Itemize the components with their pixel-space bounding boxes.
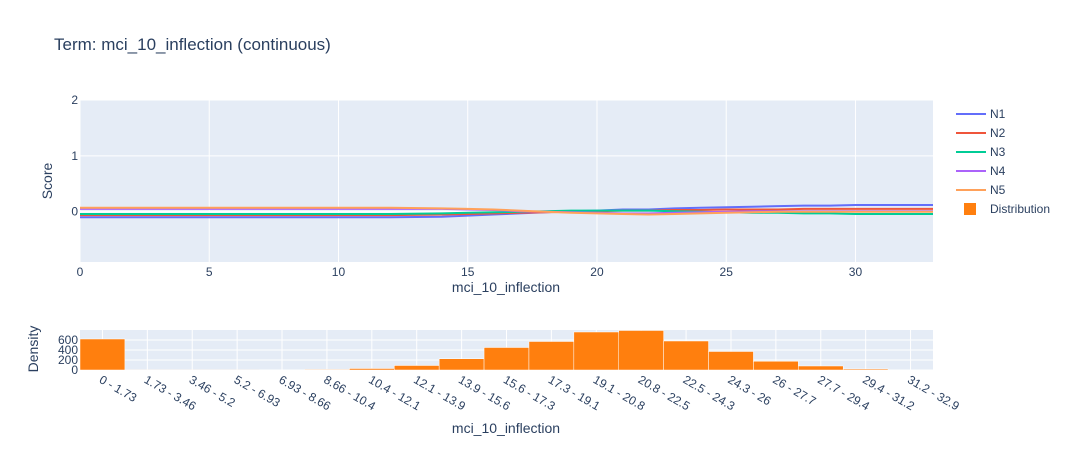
distribution-bar xyxy=(438,358,485,371)
legend-item-n5[interactable]: N5 xyxy=(956,183,1006,197)
distribution-bar xyxy=(304,369,350,371)
distribution-bar xyxy=(573,331,619,371)
distribution-bar xyxy=(528,341,575,371)
distribution-y-tick-label: 400 xyxy=(58,343,78,357)
distribution-y-tick-label: 600 xyxy=(58,333,78,347)
score-plot-x-axis-title: mci_10_inflection xyxy=(452,279,560,295)
distribution-x-tick-label: 26 - 27.7 xyxy=(770,372,818,408)
distribution-bar xyxy=(483,347,530,371)
score-y-ticks: 0 1 2 xyxy=(71,93,78,219)
distribution-bar xyxy=(79,338,126,371)
score-x-tick-label: 15 xyxy=(461,265,475,279)
distribution-x-tick-label: 0 - 1.73 xyxy=(97,372,140,405)
score-x-tick-label: 5 xyxy=(206,265,213,279)
distribution-x-tick-label: 5.2 - 6.93 xyxy=(232,372,283,410)
score-plot-background xyxy=(80,100,933,262)
score-plot: 0 1 2 0 5 10 15 20 25 30 xyxy=(71,93,933,279)
legend-bar-swatch xyxy=(964,203,976,215)
score-plot-y-axis-title: Score xyxy=(39,163,55,200)
score-x-tick-label: 10 xyxy=(332,265,346,279)
legend-label: N3 xyxy=(990,145,1006,159)
chart-title: Term: mci_10_inflection (continuous) xyxy=(54,35,331,54)
score-y-tick-label: 2 xyxy=(71,93,78,107)
score-y-tick-label: 1 xyxy=(71,149,78,163)
distribution-y-tick-label: 0 xyxy=(71,363,78,377)
distribution-bar xyxy=(663,340,709,371)
legend-label: N4 xyxy=(990,164,1006,178)
distribution-bar xyxy=(842,368,889,371)
series-line-n3 xyxy=(80,209,933,215)
distribution-y-tick-label: 200 xyxy=(58,353,78,367)
legend-item-distribution[interactable]: Distribution xyxy=(964,202,1050,216)
series-line-n5 xyxy=(80,206,933,216)
distribution-bar xyxy=(349,368,395,371)
score-y-tick-label: 0 xyxy=(71,205,78,219)
distribution-bar xyxy=(753,361,799,371)
distribution-x-ticks: 0 - 1.73 1.73 - 3.463.46 - 5.25.2 - 6.936… xyxy=(97,372,962,413)
distribution-bar xyxy=(394,365,440,371)
distribution-bar xyxy=(798,365,844,371)
distribution-bar xyxy=(708,351,754,371)
legend-label: Distribution xyxy=(990,202,1050,216)
legend-item-n2[interactable]: N2 xyxy=(956,126,1006,140)
score-x-tick-label: 20 xyxy=(590,265,604,279)
score-x-tick-label: 30 xyxy=(849,265,863,279)
score-x-ticks: 0 5 10 15 20 25 30 xyxy=(77,265,863,279)
legend-label: N5 xyxy=(990,183,1006,197)
distribution-plot-y-axis-title: Density xyxy=(25,326,41,373)
legend-item-n1[interactable]: N1 xyxy=(956,107,1006,121)
series-line-n1 xyxy=(80,204,933,219)
distribution-bars xyxy=(79,330,934,371)
legend-item-n3[interactable]: N3 xyxy=(956,145,1006,159)
chart-legend[interactable]: N1 N2 N3 N4 N5 Distribution xyxy=(956,107,1050,216)
legend-item-n4[interactable]: N4 xyxy=(956,164,1006,178)
legend-label: N2 xyxy=(990,126,1006,140)
distribution-x-tick-label: 31.2 - 32.9 xyxy=(905,372,962,413)
score-x-tick-label: 25 xyxy=(720,265,734,279)
distribution-bar xyxy=(618,330,664,371)
score-lines xyxy=(80,204,933,219)
legend-label: N1 xyxy=(990,107,1006,121)
distribution-plot-x-axis-title: mci_10_inflection xyxy=(452,420,560,436)
score-x-tick-label: 0 xyxy=(77,265,84,279)
